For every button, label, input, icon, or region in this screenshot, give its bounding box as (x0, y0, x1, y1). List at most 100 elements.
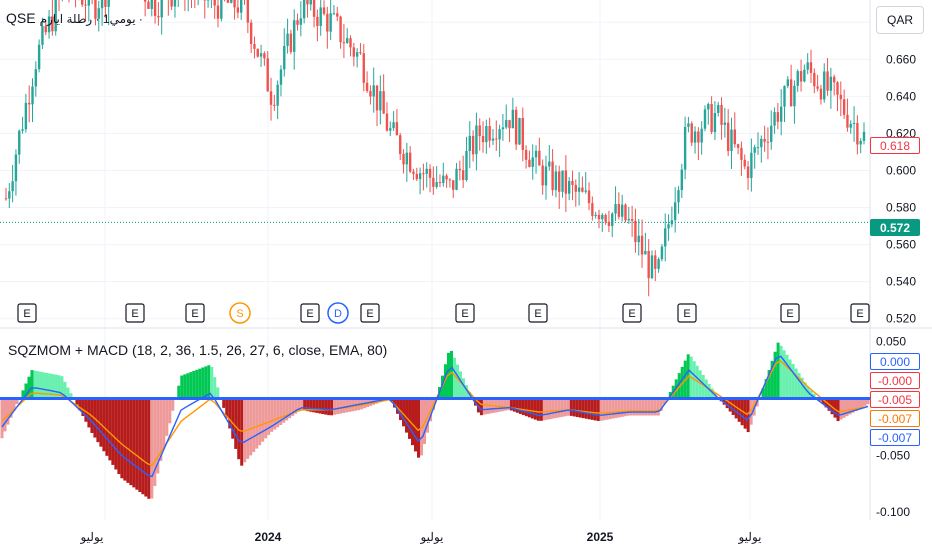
squeeze-bar (39, 371, 43, 399)
candle-body (773, 112, 776, 126)
squeeze-bar (449, 350, 453, 399)
symbol-name: يومي1 · رطلة ايازم · (39, 12, 143, 26)
candle-body (80, 0, 84, 5)
squeeze-bar (821, 398, 825, 404)
squeeze-bar (318, 398, 322, 414)
price-tick-label: 0.640 (886, 89, 916, 103)
squeeze-bar (563, 398, 567, 417)
event-letter: E (461, 308, 468, 320)
squeeze-bar (342, 398, 346, 414)
squeeze-bar (108, 398, 112, 461)
candle-body (283, 45, 286, 70)
candle-body (269, 91, 273, 105)
squeeze-bar (572, 398, 576, 417)
squeeze-bar (734, 398, 738, 419)
candle-body (475, 125, 478, 155)
event-letter: E (23, 308, 30, 320)
squeeze-bar (533, 398, 537, 420)
candle-body (11, 181, 14, 192)
squeeze-bar (27, 376, 31, 399)
candle-body (18, 130, 21, 155)
symbol-title[interactable]: QSE يومي1 · رطلة ايازم · (6, 10, 143, 26)
candle-body (783, 86, 786, 107)
candle-body (143, 0, 147, 2)
candle-body (230, 0, 233, 3)
candle-body (481, 136, 485, 143)
indicator-value-tag: 0.000 (870, 353, 920, 370)
candle-body (491, 138, 495, 141)
candle-body (793, 85, 796, 107)
candle-body (273, 104, 276, 106)
candle-body (326, 13, 329, 32)
candle-body (173, 0, 177, 7)
candle-body (730, 129, 733, 152)
squeeze-bar (330, 398, 334, 416)
candle-body (37, 44, 41, 70)
squeeze-bar (509, 398, 513, 411)
candle-body (571, 180, 574, 185)
price-tick-label: 0.560 (886, 238, 916, 252)
squeeze-bar (15, 398, 19, 405)
candle-body (355, 52, 359, 57)
indicator-tick-label: -0.100 (876, 505, 910, 519)
squeeze-bar (102, 398, 106, 452)
squeeze-bar (737, 398, 741, 422)
candle-body (104, 0, 107, 7)
candle-body (216, 5, 220, 19)
squeeze-bar (728, 398, 732, 412)
squeeze-bar (560, 398, 564, 417)
squeeze-bar (623, 398, 627, 417)
squeeze-bar (408, 398, 412, 439)
candle-body (816, 86, 819, 89)
squeeze-bar (138, 398, 142, 492)
squeeze-bar (725, 398, 729, 409)
squeeze-bar (557, 398, 561, 418)
candle-body (153, 0, 157, 17)
squeeze-bar (99, 398, 103, 447)
squeeze-bar (662, 398, 666, 405)
time-tick-label: 2025 (587, 530, 614, 544)
squeeze-bar (485, 398, 489, 415)
candle-body (213, 0, 216, 6)
event-letter: S (236, 308, 243, 320)
candle-body (604, 214, 607, 222)
event-letter: E (306, 308, 313, 320)
squeeze-bar (578, 398, 582, 418)
candle-body (505, 120, 508, 128)
candle-body (654, 255, 657, 269)
current-level-tag: 0.572 (870, 219, 920, 236)
currency-button[interactable]: QAR (876, 6, 924, 34)
squeeze-bar (345, 398, 349, 413)
candle-body (336, 13, 339, 17)
squeeze-bar (749, 398, 753, 425)
candle-body (803, 69, 806, 82)
candle-body (614, 204, 617, 214)
candle-body (862, 131, 866, 141)
candle-body (846, 114, 849, 128)
squeeze-bar (506, 398, 510, 411)
candle-body (435, 182, 438, 187)
earnings-icon (125, 303, 145, 323)
squeeze-bar (530, 398, 534, 419)
squeeze-bar (0, 398, 4, 439)
candle-body (236, 7, 240, 13)
squeeze-bar (51, 374, 55, 399)
squeeze-bar (6, 398, 10, 425)
indicator-value-tag: -0.000 (870, 372, 920, 389)
squeeze-bar (336, 398, 340, 415)
candle-body (852, 122, 856, 124)
squeeze-bar (393, 398, 397, 408)
candle-body (611, 213, 614, 226)
candle-body (296, 20, 299, 25)
squeeze-bar (48, 373, 52, 399)
candle-body (720, 104, 723, 125)
candle-body (256, 48, 259, 57)
indicator-title[interactable]: SQZMOM + MACD (18, 2, 36, 1.5, 26, 27, 6… (8, 342, 388, 358)
squeeze-bar (162, 398, 166, 449)
squeeze-bar (156, 398, 160, 474)
candle-body (826, 71, 829, 91)
squeeze-bar (620, 398, 624, 417)
candle-body (342, 42, 346, 44)
squeeze-bar (545, 398, 549, 420)
